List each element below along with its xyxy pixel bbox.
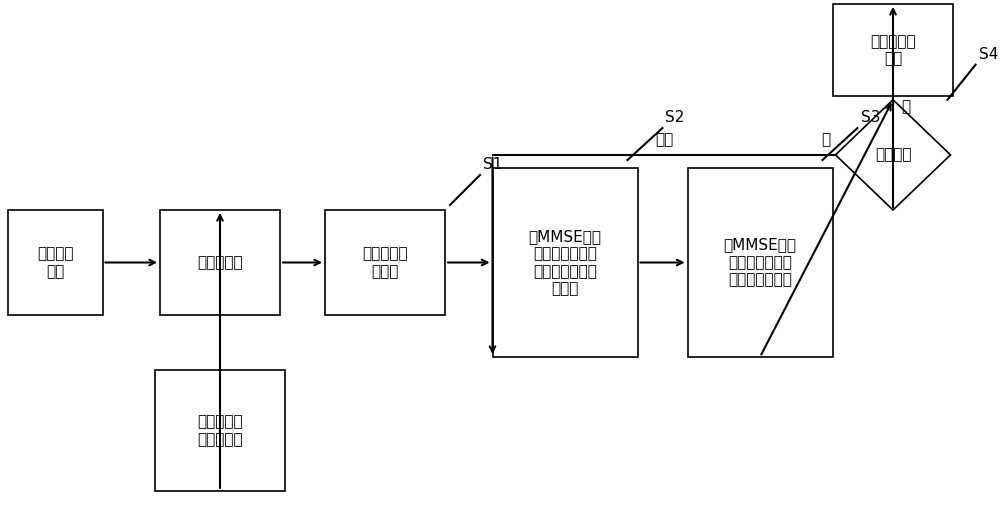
Bar [492,168,638,357]
Polygon shape [836,100,950,210]
Bar [688,168,832,357]
Bar [155,370,285,491]
Text: 否: 否 [821,132,830,147]
Text: 是: 是 [901,99,910,114]
Bar [325,210,445,315]
Text: 在MMSE准则
下，利用权矢量
更新距离像估值: 在MMSE准则 下，利用权矢量 更新距离像估值 [724,238,796,287]
Text: S3: S3 [860,110,880,125]
Text: 最终距离像
估值: 最终距离像 估值 [870,34,916,66]
Text: 补零后的发
射信号序列: 补零后的发 射信号序列 [197,414,243,447]
Text: 在MMSE准则
下，采用距离像
估值更新滤波器
权矢量: 在MMSE准则 下，采用距离像 估值更新滤波器 权矢量 [528,229,602,296]
Text: 判决条件: 判决条件 [875,148,911,162]
Text: 迭代: 迭代 [655,132,673,147]
Text: 匹配滤波器: 匹配滤波器 [197,255,243,270]
Text: 接收信号
序列: 接收信号 序列 [37,246,73,279]
Bar [160,210,280,315]
Text: S1: S1 [483,157,502,172]
Text: 初始化距离
像估值: 初始化距离 像估值 [362,246,408,279]
Bar [833,4,953,96]
Text: S4: S4 [978,47,998,62]
Bar [8,210,103,315]
Text: S2: S2 [666,110,685,125]
